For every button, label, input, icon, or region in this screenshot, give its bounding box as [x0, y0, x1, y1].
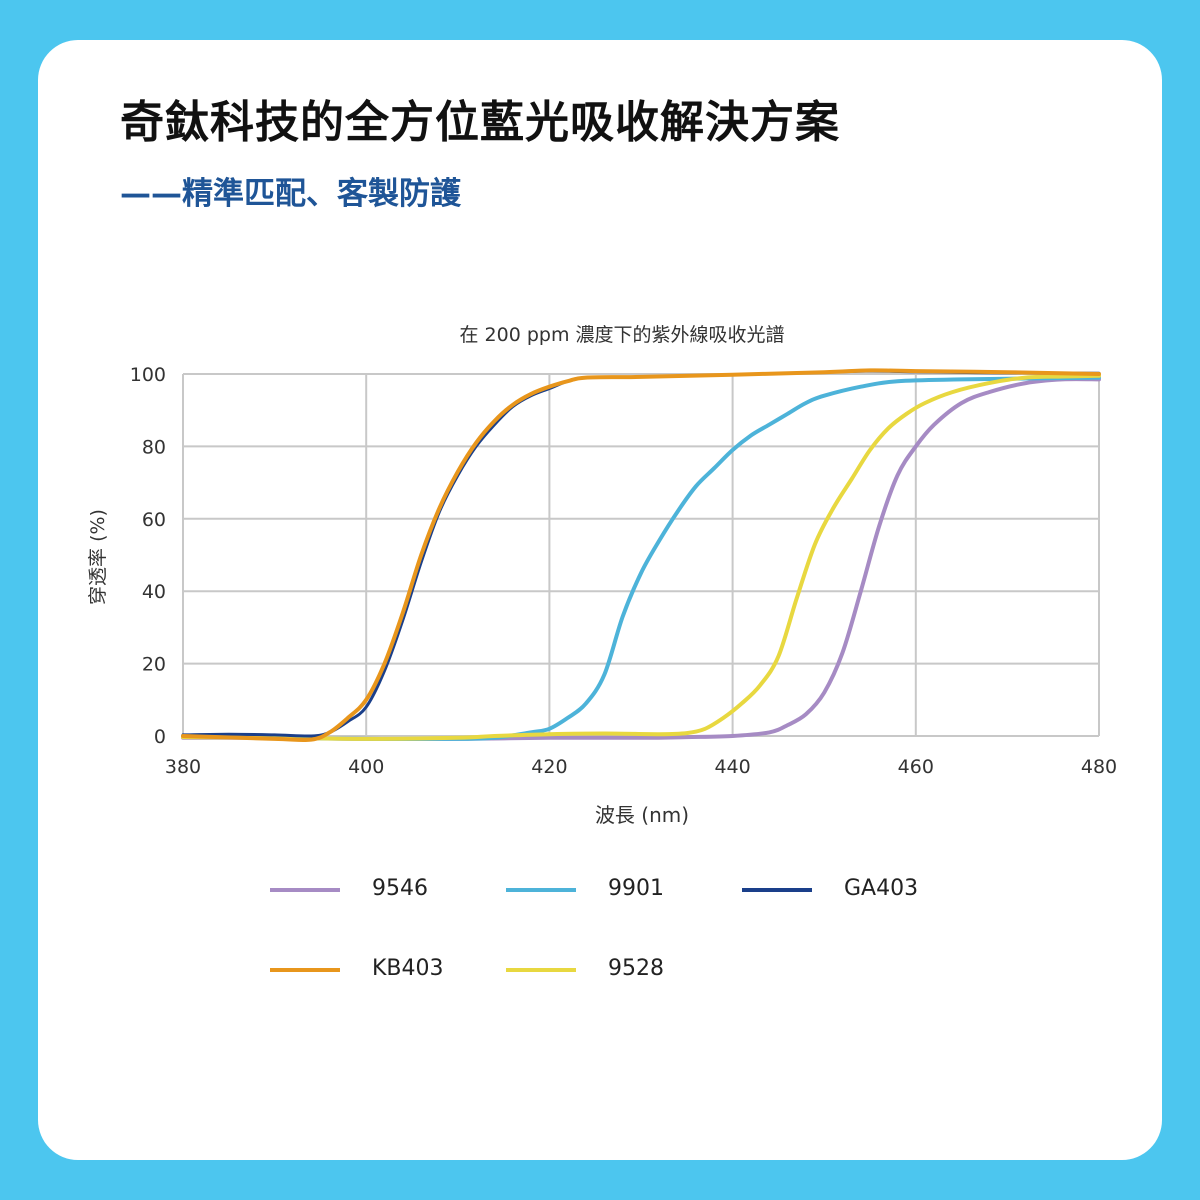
- page-title: 奇鈦科技的全方位藍光吸收解決方案: [120, 97, 840, 148]
- legend-swatch: [506, 968, 576, 972]
- chart-grid: [182, 373, 1100, 737]
- chart-legend: 9546 9901 GA403 KB403 9528: [270, 870, 990, 1000]
- y-axis-ticks: 0 20 40 60 80 100: [130, 364, 166, 748]
- legend-swatch: [742, 888, 812, 892]
- legend-label: GA403: [844, 876, 919, 901]
- chart-title: 在 200 ppm 濃度下的紫外線吸收光譜: [459, 324, 784, 346]
- y-tick-label: 20: [142, 654, 166, 676]
- x-tick-label: 480: [1081, 756, 1117, 778]
- series-line-ga403: [181, 369, 1101, 738]
- legend-label: 9901: [608, 876, 664, 901]
- y-tick-label: 60: [142, 509, 166, 531]
- y-tick-label: 100: [130, 364, 166, 386]
- x-tick-label: 440: [714, 756, 750, 778]
- x-axis-label: 波長 (nm): [595, 803, 689, 827]
- series-lines: [181, 368, 1101, 743]
- x-tick-label: 400: [348, 756, 384, 778]
- y-tick-label: 0: [154, 726, 166, 748]
- series-line-kb403: [181, 368, 1101, 743]
- content-card: [38, 40, 1162, 1160]
- legend-swatch: [506, 888, 576, 892]
- y-tick-label: 40: [142, 581, 166, 603]
- legend-label: KB403: [372, 956, 444, 981]
- series-line-9546: [181, 377, 1101, 742]
- x-tick-label: 420: [531, 756, 567, 778]
- legend-label: 9546: [372, 876, 428, 901]
- x-axis-ticks: 380 400 420 440 460 480: [165, 756, 1117, 778]
- series-line-9901: [181, 375, 1101, 742]
- legend-swatch: [270, 968, 340, 972]
- series-line-9528: [181, 373, 1101, 741]
- x-tick-label: 380: [165, 756, 201, 778]
- y-tick-label: 80: [142, 436, 166, 458]
- y-axis-label: 穿透率 (%): [87, 509, 109, 605]
- legend-swatch: [270, 888, 340, 892]
- x-tick-label: 460: [898, 756, 934, 778]
- legend-label: 9528: [608, 956, 664, 981]
- page-subtitle: ——精準匹配、客製防護: [120, 176, 461, 212]
